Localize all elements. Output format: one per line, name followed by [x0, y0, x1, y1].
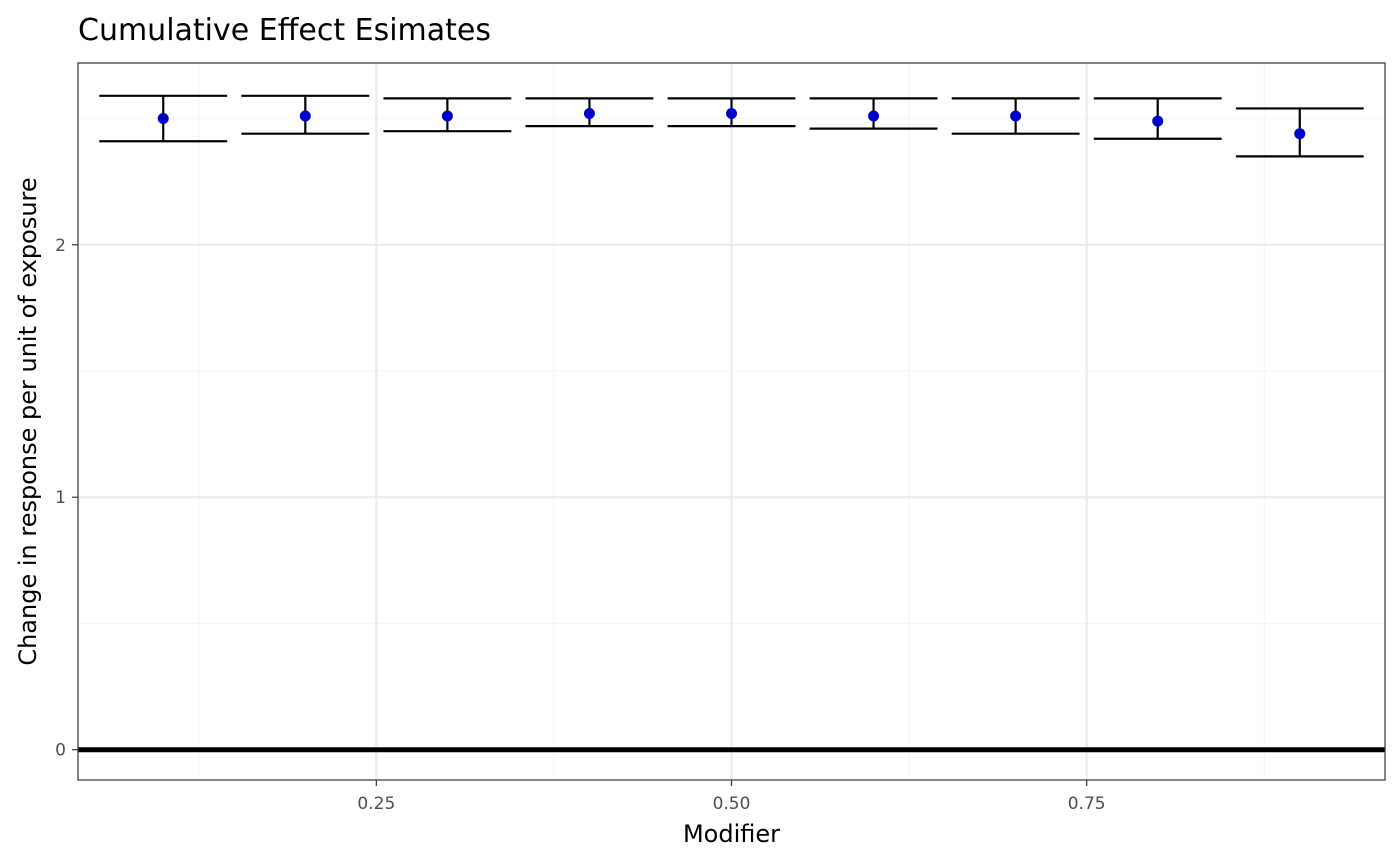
point-estimate: [868, 110, 880, 122]
x-axis-title: Modifier: [683, 820, 780, 848]
x-axis-ticks: 0.25 0.50 0.75: [357, 780, 1106, 814]
y-axis-title: Change in response per unit of exposure: [14, 177, 42, 665]
x-tick-label: 0.50: [713, 794, 751, 814]
y-tick-label: 0: [55, 741, 66, 761]
grid-lines: [78, 63, 1385, 780]
point-estimate: [1010, 110, 1022, 122]
errorbars: [99, 94, 1364, 158]
point-estimate: [299, 110, 311, 122]
y-tick-label: 2: [55, 236, 66, 256]
point-estimate: [1152, 115, 1164, 127]
point-estimate: [441, 110, 453, 122]
y-axis-ticks: 0 1 2: [55, 236, 78, 761]
point-estimate: [1294, 128, 1306, 140]
points: [157, 107, 1306, 140]
y-tick-label: 1: [55, 488, 66, 508]
point-estimate: [157, 113, 169, 125]
x-tick-label: 0.25: [357, 794, 395, 814]
chart-title: Cumulative Effect Esimates: [78, 13, 491, 48]
point-estimate: [726, 107, 737, 119]
point-estimate: [583, 107, 595, 119]
x-tick-label: 0.75: [1068, 794, 1106, 814]
